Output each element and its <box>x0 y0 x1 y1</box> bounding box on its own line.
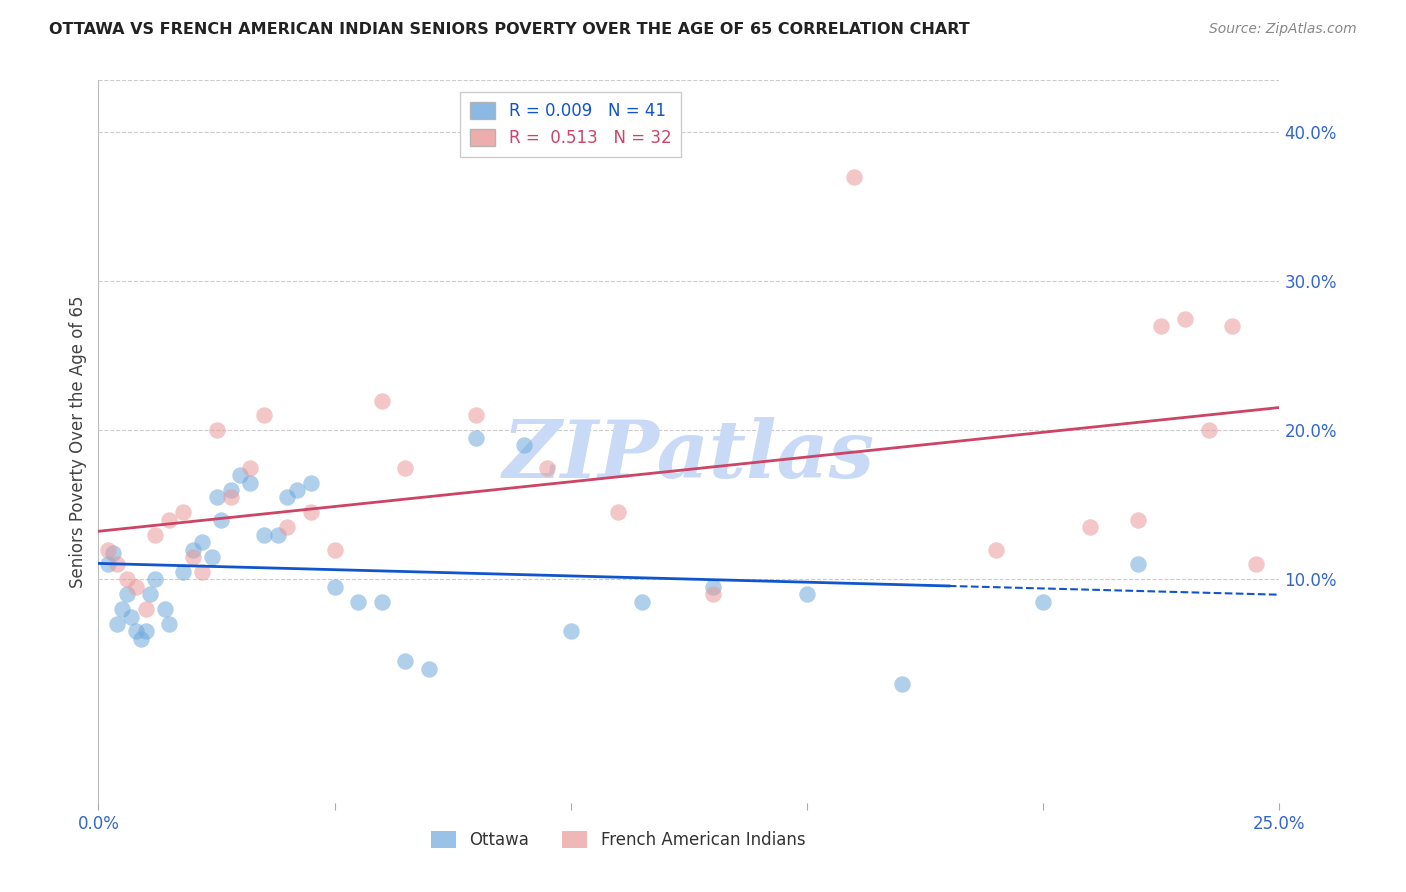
Point <box>105 558 128 572</box>
Point <box>276 520 298 534</box>
Point <box>101 545 124 559</box>
Point <box>139 587 162 601</box>
Point <box>465 409 488 423</box>
Point <box>143 527 166 541</box>
Point <box>121 609 143 624</box>
Point <box>239 475 262 490</box>
Point <box>201 549 224 564</box>
Point <box>560 624 582 639</box>
Point <box>1198 423 1220 437</box>
Point <box>347 595 370 609</box>
Point <box>1126 513 1149 527</box>
Point <box>172 505 194 519</box>
Point <box>253 527 276 541</box>
Point <box>323 542 346 557</box>
Point <box>1080 520 1102 534</box>
Point <box>465 431 488 445</box>
Point <box>115 572 138 586</box>
Point <box>115 587 138 601</box>
Point <box>1126 558 1149 572</box>
Point <box>276 491 298 505</box>
Point <box>172 565 194 579</box>
Point <box>1174 311 1197 326</box>
Point <box>205 491 228 505</box>
Point <box>267 527 290 541</box>
Point <box>129 632 152 646</box>
Point <box>890 676 912 690</box>
Point <box>157 513 180 527</box>
Point <box>536 460 558 475</box>
Point <box>219 483 242 497</box>
Point <box>512 438 534 452</box>
Point <box>1244 558 1267 572</box>
Point <box>299 475 322 490</box>
Point <box>157 617 180 632</box>
Point <box>702 587 724 601</box>
Point <box>191 535 214 549</box>
Point <box>253 409 276 423</box>
Point <box>181 542 204 557</box>
Text: Source: ZipAtlas.com: Source: ZipAtlas.com <box>1209 22 1357 37</box>
Point <box>1032 595 1054 609</box>
Point <box>394 460 416 475</box>
Point <box>105 617 128 632</box>
Point <box>135 624 157 639</box>
Point <box>191 565 214 579</box>
Point <box>630 595 652 609</box>
Point <box>143 572 166 586</box>
Point <box>418 662 440 676</box>
Point <box>97 558 120 572</box>
Point <box>111 602 134 616</box>
Point <box>844 170 866 185</box>
Point <box>1220 319 1243 334</box>
Point <box>371 393 394 408</box>
Point <box>239 460 262 475</box>
Point <box>209 513 232 527</box>
Legend: Ottawa, French American Indians: Ottawa, French American Indians <box>425 824 813 856</box>
Text: OTTAWA VS FRENCH AMERICAN INDIAN SENIORS POVERTY OVER THE AGE OF 65 CORRELATION : OTTAWA VS FRENCH AMERICAN INDIAN SENIORS… <box>49 22 970 37</box>
Point <box>205 423 228 437</box>
Point <box>796 587 818 601</box>
Point <box>125 580 148 594</box>
Point <box>229 468 252 483</box>
Text: ZIPatlas: ZIPatlas <box>503 417 875 495</box>
Point <box>219 491 242 505</box>
Point <box>285 483 308 497</box>
Point <box>153 602 176 616</box>
Point <box>97 542 120 557</box>
Point <box>371 595 394 609</box>
Point <box>135 602 157 616</box>
Point <box>984 542 1007 557</box>
Point <box>1150 319 1173 334</box>
Point <box>299 505 322 519</box>
Point <box>394 654 416 668</box>
Point <box>323 580 346 594</box>
Y-axis label: Seniors Poverty Over the Age of 65: Seniors Poverty Over the Age of 65 <box>69 295 87 588</box>
Point <box>125 624 148 639</box>
Point <box>607 505 630 519</box>
Point <box>702 580 724 594</box>
Point <box>181 549 204 564</box>
